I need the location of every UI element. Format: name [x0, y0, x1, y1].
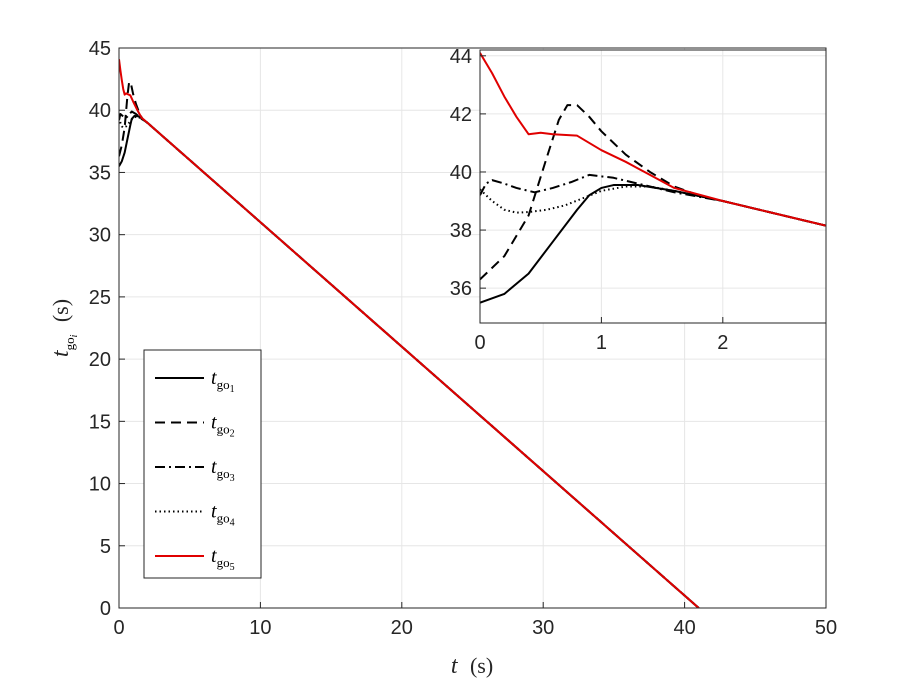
y-axis-symbol: t — [48, 349, 74, 357]
main-x-tick-label: 0 — [113, 617, 124, 639]
legend-label-main: t — [211, 501, 217, 523]
legend-label-sub: go — [217, 422, 230, 437]
legend-label-main: t — [211, 456, 217, 478]
legend-label: tgo4 — [211, 501, 235, 529]
inset-series-group — [480, 52, 826, 304]
legend-label-index: 4 — [230, 518, 235, 529]
legend-label-sub: go — [217, 511, 230, 526]
legend-label-index: 5 — [230, 562, 235, 573]
y-axis-subsub: i — [69, 334, 80, 337]
legend-box — [143, 349, 262, 579]
inset-series-t-go5 — [480, 52, 826, 227]
legend-label-sub: go — [217, 555, 230, 570]
inset-plot: 0 1 2 36 38 40 42 44 — [450, 46, 827, 354]
main-y-tick-label: 30 — [89, 225, 111, 247]
x-axis-unit: (s) — [470, 653, 493, 678]
main-y-tick-label: 45 — [89, 38, 111, 60]
main-x-tick-label: 50 — [815, 617, 837, 639]
inset-plot-frame — [479, 49, 827, 324]
main-y-tick-label: 35 — [89, 162, 111, 184]
main-x-tick-label: 40 — [673, 617, 695, 639]
inset-y-tick-label: 36 — [450, 278, 472, 300]
y-axis-sub: go — [62, 337, 77, 350]
legend-label-sub: go — [217, 377, 230, 392]
main-x-tick-label: 30 — [532, 617, 554, 639]
y-axis-label: tgoi (s) — [48, 299, 81, 357]
main-y-tick-label: 0 — [100, 598, 111, 620]
legend-label-main: t — [211, 545, 217, 567]
inset-y-tick-label: 44 — [450, 46, 472, 68]
legend-label: tgo5 — [211, 545, 235, 573]
x-axis-label: t (s) — [451, 653, 493, 679]
main-y-tick-label: 25 — [89, 287, 111, 309]
inset-x-tick-label: 0 — [474, 332, 485, 354]
main-plot-frame — [118, 47, 827, 609]
main-series-group — [119, 59, 700, 608]
main-y-tick-label: 40 — [89, 100, 111, 122]
legend-label-index: 1 — [230, 384, 235, 395]
main-y-tick-label: 5 — [100, 536, 111, 558]
legend-label: tgo1 — [211, 367, 235, 395]
legend-label-index: 3 — [230, 473, 235, 484]
main-x-tick-label: 20 — [391, 617, 413, 639]
y-axis-unit: (s) — [48, 299, 73, 322]
inset-x-tick-label: 1 — [596, 332, 607, 354]
inset-y-tick-label: 42 — [450, 104, 472, 126]
legend-label-main: t — [211, 367, 217, 389]
legend-label: tgo3 — [211, 456, 235, 484]
x-axis-symbol: t — [451, 653, 459, 679]
legend-label-index: 2 — [230, 429, 235, 440]
main-y-tick-label: 10 — [89, 474, 111, 496]
main-x-tick-label: 10 — [249, 617, 271, 639]
inset-ticks: 0 1 2 36 38 40 42 44 — [450, 46, 729, 354]
legend-label-main: t — [211, 412, 217, 434]
main-series-t-go5 — [119, 59, 700, 608]
inset-y-tick-label: 40 — [450, 162, 472, 184]
inset-y-tick-label: 38 — [450, 220, 472, 242]
inset-x-tick-label: 2 — [717, 332, 728, 354]
main-series-t-go3 — [119, 110, 700, 608]
main-y-tick-label: 20 — [89, 349, 111, 371]
legend-label: tgo2 — [211, 412, 235, 440]
main-y-tick-label: 15 — [89, 411, 111, 433]
legend-label-sub: go — [217, 466, 230, 481]
